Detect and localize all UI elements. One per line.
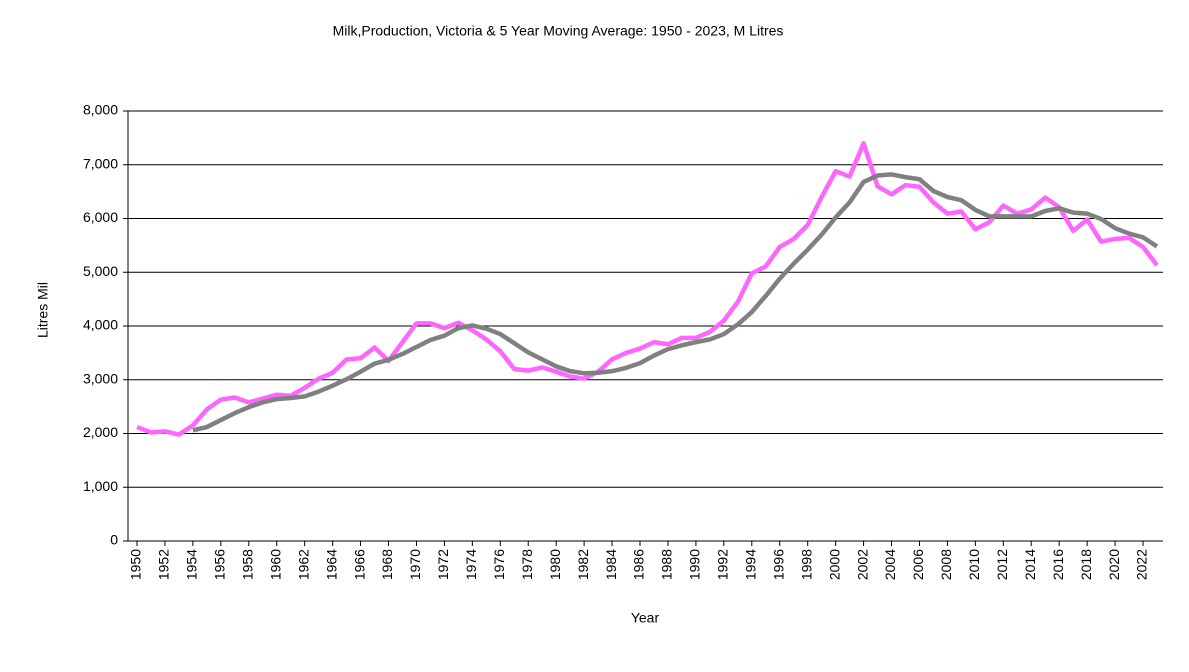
x-tick-label: 1970 (407, 549, 423, 580)
x-tick-label: 2022 (1134, 549, 1150, 580)
x-tick-label: 1996 (770, 549, 786, 580)
x-tick-label: 1986 (631, 549, 647, 580)
y-axis-label: Litres Mil (35, 282, 51, 338)
x-tick-label: 1968 (379, 549, 395, 580)
chart-title: Milk,Production, Victoria & 5 Year Movin… (333, 23, 784, 39)
x-tick-label: 2020 (1106, 549, 1122, 580)
x-tick-label: 1976 (491, 549, 507, 580)
x-tick-label: 2010 (966, 549, 982, 580)
x-tick-label: 2008 (938, 549, 954, 580)
x-tick-label: 1982 (575, 549, 591, 580)
x-tick-label: 1962 (295, 549, 311, 580)
y-tick-label: 7,000 (83, 155, 118, 171)
y-tick-label: 6,000 (83, 209, 118, 225)
y-tick-label: 8,000 (83, 102, 118, 118)
x-tick-label: 2002 (854, 549, 870, 580)
y-tick-label: 1,000 (83, 478, 118, 494)
x-tick-label: 1958 (239, 549, 255, 580)
x-tick-label: 1978 (519, 549, 535, 580)
y-tick-label: 4,000 (83, 317, 118, 333)
y-tick-label: 0 (110, 532, 118, 548)
x-tick-label: 1952 (156, 549, 172, 580)
x-tick-label: 1960 (267, 549, 283, 580)
x-tick-label: 1972 (435, 549, 451, 580)
series-line (192, 172, 1159, 433)
y-tick-label: 2,000 (83, 424, 118, 440)
x-tick-label: 2016 (1050, 549, 1066, 580)
x-tick-label: 1998 (798, 549, 814, 580)
x-tick-label: 2012 (994, 549, 1010, 580)
x-tick-label: 1950 (128, 549, 144, 580)
x-tick-label: 1992 (715, 549, 731, 580)
x-tick-label: 1994 (742, 549, 758, 580)
x-tick-label: 2018 (1078, 549, 1094, 580)
x-tick-label: 2004 (882, 549, 898, 580)
x-tick-label: 1966 (351, 549, 367, 580)
x-tick-label: 1988 (659, 549, 675, 580)
x-axis-label: Year (631, 610, 660, 626)
y-tick-label: 3,000 (83, 370, 118, 386)
series-line (136, 141, 1159, 437)
x-tick-label: 1980 (547, 549, 563, 580)
x-tick-label: 1956 (212, 549, 228, 580)
y-tick-label: 5,000 (83, 263, 118, 279)
x-tick-label: 1964 (323, 549, 339, 580)
x-tick-label: 1954 (184, 549, 200, 580)
x-tick-label: 1984 (603, 549, 619, 580)
x-tick-label: 1990 (687, 549, 703, 580)
x-tick-label: 2014 (1022, 549, 1038, 580)
x-tick-label: 1974 (463, 549, 479, 580)
x-tick-label: 2000 (826, 549, 842, 580)
x-tick-label: 2006 (910, 549, 926, 580)
